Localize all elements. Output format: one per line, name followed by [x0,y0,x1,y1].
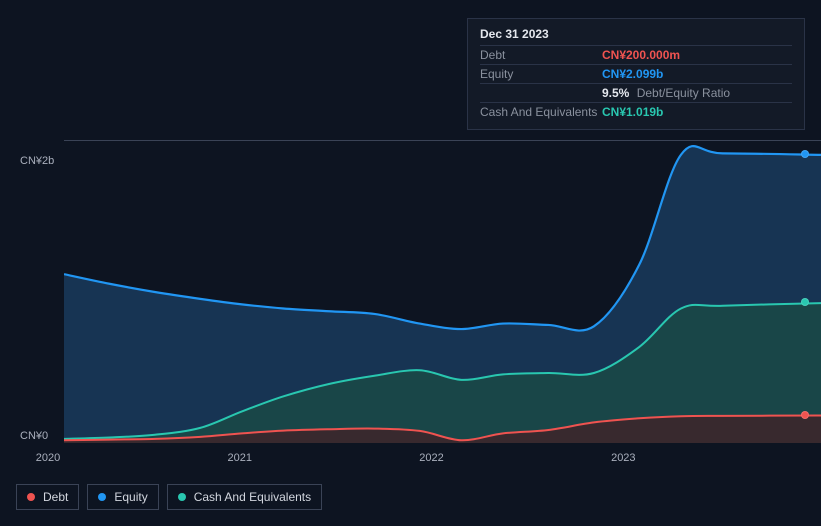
legend-item-label: Debt [43,490,68,504]
chart-plot [64,140,821,442]
tooltip-row-value: 9.5% Debt/Equity Ratio [602,86,792,100]
legend-item-label: Cash And Equivalents [194,490,311,504]
x-axis-label: 2020 [36,452,60,464]
x-axis-label: 2022 [419,452,443,464]
tooltip-row-label: Equity [480,67,602,81]
tooltip-row: DebtCN¥200.000m [480,45,792,64]
tooltip-row: EquityCN¥2.099b [480,64,792,83]
x-axis-label: 2021 [228,452,252,464]
tooltip-row: 9.5% Debt/Equity Ratio [480,83,792,102]
chart-legend: Debt Equity Cash And Equivalents [16,484,322,510]
y-axis-label: CN¥2b [20,155,54,167]
legend-swatch-icon [178,493,186,501]
legend-item-label: Equity [114,490,147,504]
end-marker-cash [801,298,809,306]
tooltip-row-value: CN¥1.019b [602,105,792,119]
tooltip-row-value: CN¥200.000m [602,48,792,62]
legend-item-cash[interactable]: Cash And Equivalents [167,484,322,510]
legend-item-equity[interactable]: Equity [87,484,158,510]
tooltip-row-label: Debt [480,48,602,62]
tooltip-row: Cash And EquivalentsCN¥1.019b [480,102,792,121]
tooltip-row-label: Cash And Equivalents [480,105,602,119]
tooltip-date: Dec 31 2023 [480,27,792,45]
end-marker-equity [801,150,809,158]
end-marker-debt [801,411,809,419]
legend-swatch-icon [98,493,106,501]
y-axis-label: CN¥0 [20,430,48,442]
tooltip-rows: DebtCN¥200.000mEquityCN¥2.099b9.5% Debt/… [480,45,792,121]
chart-tooltip: Dec 31 2023 DebtCN¥200.000mEquityCN¥2.09… [467,18,805,130]
tooltip-row-label [480,86,602,100]
tooltip-row-value: CN¥2.099b [602,67,792,81]
legend-item-debt[interactable]: Debt [16,484,79,510]
legend-swatch-icon [27,493,35,501]
x-axis-label: 2023 [611,452,635,464]
